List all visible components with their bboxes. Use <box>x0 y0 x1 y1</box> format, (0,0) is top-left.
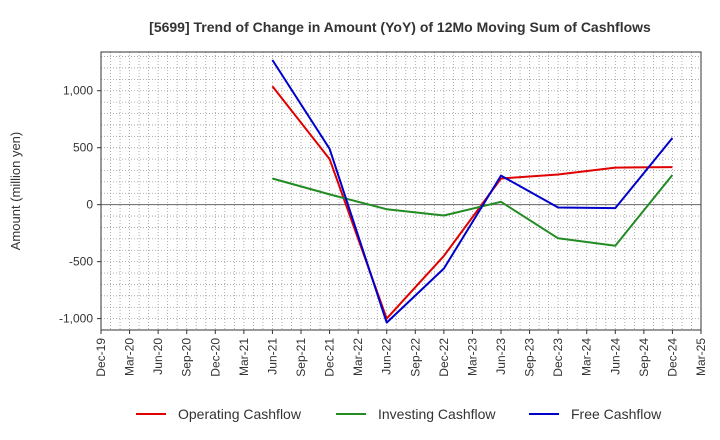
x-tick-label: Mar-22 <box>351 338 365 376</box>
x-tick-label: Sep-24 <box>637 338 651 377</box>
x-tick-label: Mar-21 <box>237 338 251 376</box>
x-tick-label: Dec-21 <box>323 338 337 377</box>
x-tick-label: Dec-22 <box>437 338 451 377</box>
x-tick-label: Mar-23 <box>465 338 479 376</box>
y-axis-label: Amount (million yen) <box>8 132 23 251</box>
series-line-investing-cashflow <box>272 174 674 247</box>
x-tick-label: Jun-21 <box>265 338 279 375</box>
x-tick-label: Sep-23 <box>523 338 537 377</box>
x-tick-label: Dec-24 <box>665 338 679 377</box>
y-tick-label: -1,000 <box>59 312 93 326</box>
x-tick-label: Mar-25 <box>694 338 708 376</box>
x-tick-label: Jun-20 <box>151 338 165 375</box>
legend-label: Operating Cashflow <box>178 406 302 422</box>
x-tick-label: Jun-24 <box>608 338 622 375</box>
y-axis-ticks: 1,000 500 0 -500 -1,000 <box>59 84 101 326</box>
plot-frame <box>100 51 702 331</box>
y-tick-label: 0 <box>86 198 93 212</box>
x-axis-ticks: Dec-19 Mar-20 Jun-20 Sep-20 Dec-20 Mar-21 Jun-… <box>94 330 708 377</box>
series-line-operating-cashflow <box>271 85 673 320</box>
y-tick-label: 500 <box>73 141 93 155</box>
x-tick-label: Sep-21 <box>294 338 308 377</box>
x-tick-label: Jun-23 <box>494 338 508 375</box>
x-tick-label: Jun-22 <box>380 338 394 375</box>
x-tick-label: Sep-22 <box>408 338 422 377</box>
y-tick-label: -500 <box>69 255 93 269</box>
x-tick-label: Mar-24 <box>580 338 594 376</box>
y-tick-label: 1,000 <box>63 84 93 98</box>
series-lines <box>271 59 674 324</box>
x-tick-label: Dec-19 <box>94 338 108 377</box>
grid <box>101 52 701 331</box>
chart-title: [5699] Trend of Change in Amount (YoY) o… <box>149 19 651 35</box>
x-tick-label: Dec-23 <box>551 338 565 377</box>
x-tick-label: Sep-20 <box>180 338 194 377</box>
legend-label: Free Cashflow <box>571 406 662 422</box>
legend: Operating Cashflow Investing Cashflow Free… <box>136 406 662 422</box>
x-tick-label: Mar-20 <box>123 338 137 376</box>
legend-label: Investing Cashflow <box>378 406 496 422</box>
x-tick-label: Dec-20 <box>208 338 222 377</box>
series-line-free-cashflow <box>271 59 674 324</box>
